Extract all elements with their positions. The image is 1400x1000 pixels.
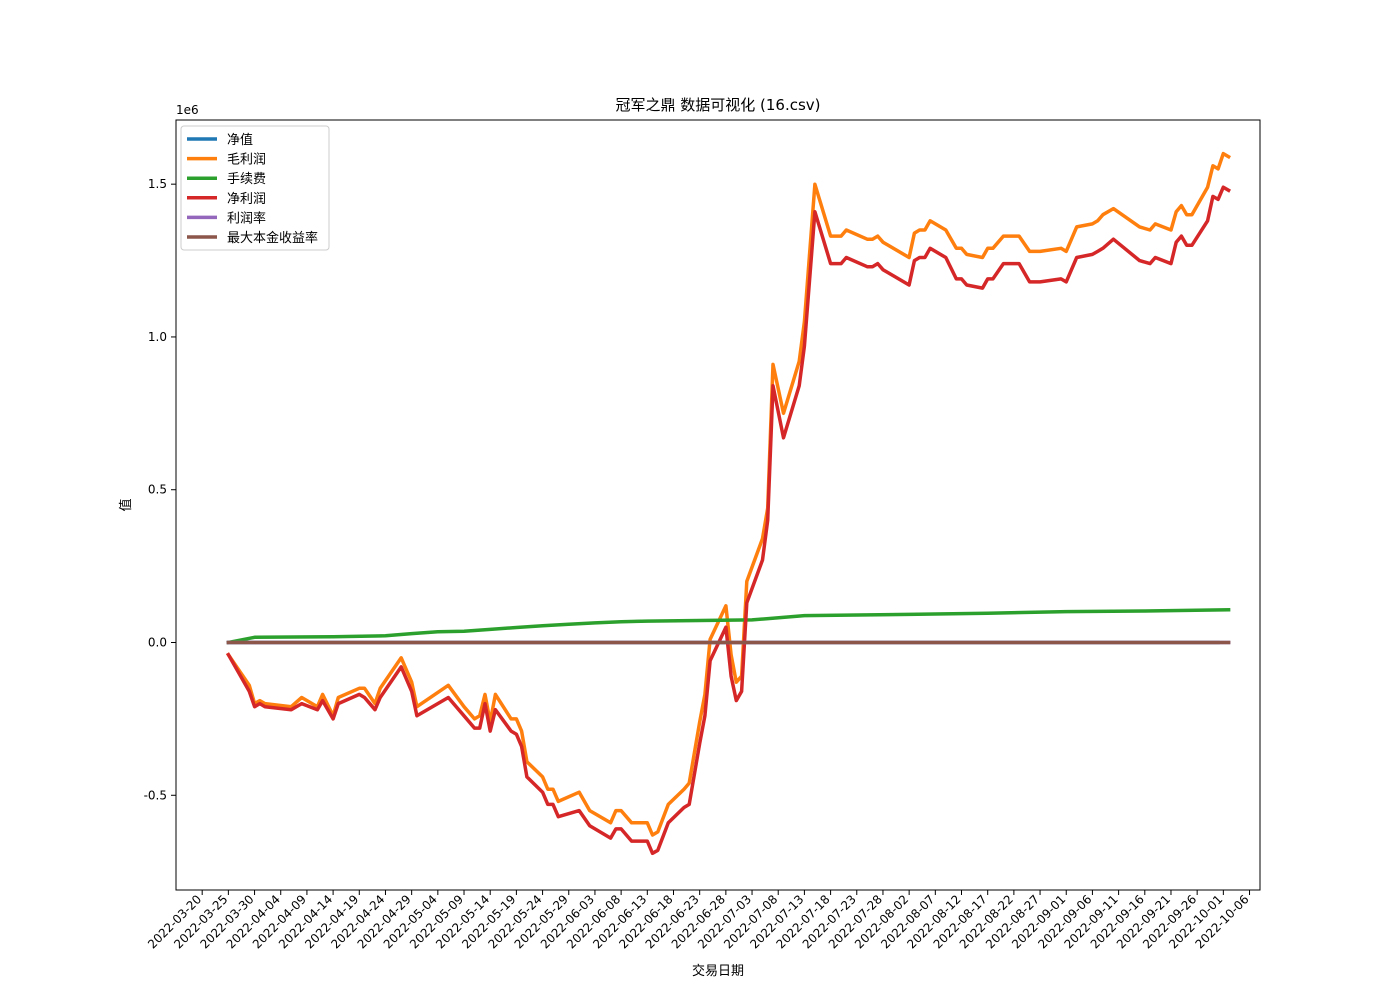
- plot-frame: [175, 119, 1261, 891]
- legend-label: 利润率: [227, 210, 266, 226]
- series-line-2: [225, 151, 1231, 837]
- y-tick-label: 0.5: [148, 483, 167, 497]
- y-offset-label: 1e6: [176, 103, 199, 117]
- legend-label: 毛利润: [227, 153, 266, 168]
- plot-area: [176, 120, 1260, 890]
- chart-title: 冠军之鼎 数据可视化 (16.csv): [615, 96, 820, 114]
- legend-label: 净利润: [227, 192, 266, 207]
- legend-label: 最大本金收益率: [227, 230, 318, 246]
- legend-box: [180, 125, 330, 251]
- series-line-3: [226, 608, 1231, 645]
- y-tick-label: 1.0: [148, 330, 167, 344]
- y-axis: -0.5 0.0 0.5 1.0 1.5: [144, 177, 176, 802]
- legend-label: 手续费: [227, 172, 266, 187]
- series-layer: [225, 151, 1231, 856]
- y-axis-title: 值: [118, 498, 134, 511]
- series-line-4: [226, 185, 1231, 856]
- y-tick-label: 1.5: [148, 177, 167, 191]
- y-tick-label: -0.5: [144, 788, 167, 802]
- y-tick-label: 0.0: [148, 636, 167, 650]
- legend-label: 净值: [227, 132, 253, 148]
- x-axis-title: 交易日期: [692, 963, 744, 979]
